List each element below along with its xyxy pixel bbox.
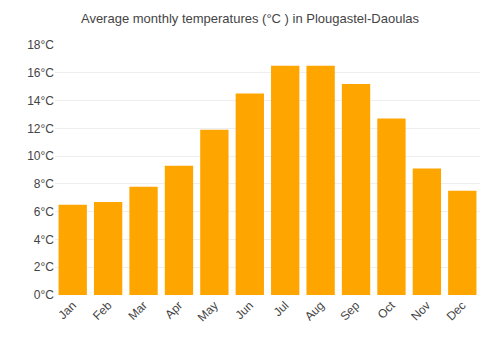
- svg-text:12°C: 12°C: [27, 122, 54, 136]
- svg-text:Jul: Jul: [271, 298, 292, 319]
- svg-text:16°C: 16°C: [27, 66, 54, 80]
- svg-text:6°C: 6°C: [34, 205, 54, 219]
- svg-text:Oct: Oct: [375, 298, 399, 322]
- svg-text:4°C: 4°C: [34, 233, 54, 247]
- svg-text:2°C: 2°C: [34, 260, 54, 274]
- svg-text:18°C: 18°C: [27, 38, 54, 52]
- svg-text:Jun: Jun: [233, 298, 257, 322]
- svg-text:10°C: 10°C: [27, 149, 54, 163]
- svg-text:Apr: Apr: [162, 298, 185, 321]
- svg-text:14°C: 14°C: [27, 94, 54, 108]
- svg-text:Aug: Aug: [302, 298, 327, 323]
- svg-text:Jan: Jan: [55, 298, 79, 322]
- svg-text:Feb: Feb: [90, 298, 115, 323]
- svg-text:Sep: Sep: [337, 298, 362, 323]
- svg-text:May: May: [195, 298, 221, 324]
- svg-text:Mar: Mar: [125, 298, 150, 323]
- svg-text:8°C: 8°C: [34, 177, 54, 191]
- svg-text:Nov: Nov: [408, 298, 433, 323]
- svg-text:0°C: 0°C: [34, 288, 54, 302]
- svg-text:Average monthly temperatures (: Average monthly temperatures (°C ) in Pl…: [81, 11, 420, 26]
- svg-text:Dec: Dec: [444, 298, 469, 323]
